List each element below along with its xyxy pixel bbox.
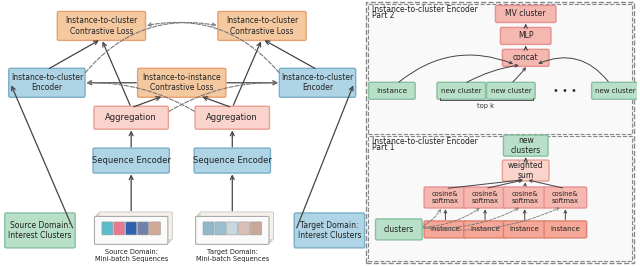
FancyBboxPatch shape xyxy=(94,106,168,129)
FancyBboxPatch shape xyxy=(96,215,170,243)
Text: Instance-to-cluster Encoder: Instance-to-cluster Encoder xyxy=(372,137,478,146)
Text: Source Domain:
Interest Clusters: Source Domain: Interest Clusters xyxy=(8,221,72,240)
FancyBboxPatch shape xyxy=(495,6,556,22)
FancyBboxPatch shape xyxy=(502,160,549,181)
Text: Sequence Encoder: Sequence Encoder xyxy=(193,156,272,165)
Text: Aggregation: Aggregation xyxy=(106,113,157,122)
FancyBboxPatch shape xyxy=(464,187,506,208)
FancyBboxPatch shape xyxy=(138,222,148,235)
FancyBboxPatch shape xyxy=(376,219,422,240)
Text: Part 1: Part 1 xyxy=(372,143,394,152)
FancyBboxPatch shape xyxy=(114,222,125,235)
FancyBboxPatch shape xyxy=(544,187,587,208)
FancyBboxPatch shape xyxy=(215,222,226,235)
FancyBboxPatch shape xyxy=(504,221,546,238)
FancyBboxPatch shape xyxy=(4,213,75,248)
FancyBboxPatch shape xyxy=(369,82,415,99)
FancyBboxPatch shape xyxy=(251,222,262,235)
Text: Instance-to-cluster
Encoder: Instance-to-cluster Encoder xyxy=(282,73,354,93)
Text: Target Domain:
Mini-batch Sequences: Target Domain: Mini-batch Sequences xyxy=(196,249,269,262)
Text: MV cluster: MV cluster xyxy=(506,10,546,18)
FancyBboxPatch shape xyxy=(366,2,634,263)
FancyBboxPatch shape xyxy=(280,68,356,97)
FancyBboxPatch shape xyxy=(196,217,269,244)
FancyBboxPatch shape xyxy=(500,27,551,44)
FancyBboxPatch shape xyxy=(437,82,486,99)
Text: Source Domain:
Mini-batch Sequences: Source Domain: Mini-batch Sequences xyxy=(95,249,168,262)
Text: instance: instance xyxy=(470,226,500,232)
FancyBboxPatch shape xyxy=(102,222,113,235)
FancyBboxPatch shape xyxy=(504,135,548,156)
Text: cosine&
softmax: cosine& softmax xyxy=(432,191,459,204)
FancyBboxPatch shape xyxy=(368,136,632,261)
Text: instance: instance xyxy=(376,88,408,94)
Text: Instance-to-instance
Contrastive Loss: Instance-to-instance Contrastive Loss xyxy=(143,73,221,93)
FancyBboxPatch shape xyxy=(544,221,587,238)
Text: Part 2: Part 2 xyxy=(372,11,394,20)
FancyBboxPatch shape xyxy=(239,222,250,235)
FancyBboxPatch shape xyxy=(97,213,171,241)
FancyBboxPatch shape xyxy=(198,213,272,241)
FancyBboxPatch shape xyxy=(227,222,237,235)
FancyBboxPatch shape xyxy=(194,148,271,173)
FancyBboxPatch shape xyxy=(502,49,549,66)
Text: cosine&
softmax: cosine& softmax xyxy=(511,191,538,204)
Text: MLP: MLP xyxy=(518,31,534,40)
FancyBboxPatch shape xyxy=(368,4,632,134)
Text: new cluster: new cluster xyxy=(595,88,636,94)
Text: • • •: • • • xyxy=(554,86,577,96)
FancyBboxPatch shape xyxy=(93,148,170,173)
Text: Instance-to-cluster
Encoder: Instance-to-cluster Encoder xyxy=(11,73,83,93)
Text: instance: instance xyxy=(431,226,460,232)
Text: Instance-to-cluster
Contrastive Loss: Instance-to-cluster Contrastive Loss xyxy=(65,16,138,36)
FancyBboxPatch shape xyxy=(58,11,145,40)
FancyBboxPatch shape xyxy=(125,222,136,235)
FancyBboxPatch shape xyxy=(424,187,467,208)
FancyBboxPatch shape xyxy=(464,221,506,238)
Text: weighted
sum: weighted sum xyxy=(508,161,543,180)
Text: Target Domain:
Interest Clusters: Target Domain: Interest Clusters xyxy=(298,221,361,240)
FancyBboxPatch shape xyxy=(150,222,161,235)
FancyBboxPatch shape xyxy=(591,82,638,99)
FancyBboxPatch shape xyxy=(294,213,365,248)
Text: cosine&
softmax: cosine& softmax xyxy=(552,191,579,204)
FancyBboxPatch shape xyxy=(218,11,306,40)
Text: new cluster: new cluster xyxy=(441,88,481,94)
Text: clusters: clusters xyxy=(384,225,414,234)
Text: new
clusters: new clusters xyxy=(511,136,541,155)
FancyBboxPatch shape xyxy=(138,68,226,97)
Text: concat: concat xyxy=(513,53,538,62)
FancyBboxPatch shape xyxy=(197,215,271,243)
Text: new cluster: new cluster xyxy=(490,88,531,94)
Text: top k: top k xyxy=(477,103,493,109)
FancyBboxPatch shape xyxy=(9,68,85,97)
FancyBboxPatch shape xyxy=(486,82,535,99)
Text: Sequence Encoder: Sequence Encoder xyxy=(92,156,171,165)
FancyBboxPatch shape xyxy=(200,212,273,240)
FancyBboxPatch shape xyxy=(195,106,269,129)
Text: Instance-to-cluster Encoder: Instance-to-cluster Encoder xyxy=(372,5,478,14)
FancyBboxPatch shape xyxy=(99,212,172,240)
FancyBboxPatch shape xyxy=(95,217,168,244)
FancyBboxPatch shape xyxy=(203,222,214,235)
Text: cosine&
softmax: cosine& softmax xyxy=(472,191,499,204)
FancyBboxPatch shape xyxy=(504,187,546,208)
Text: Aggregation: Aggregation xyxy=(207,113,258,122)
Text: instance: instance xyxy=(550,226,580,232)
FancyBboxPatch shape xyxy=(424,221,467,238)
Text: Instance-to-cluster
Contrastive Loss: Instance-to-cluster Contrastive Loss xyxy=(226,16,298,36)
Text: instance: instance xyxy=(510,226,540,232)
